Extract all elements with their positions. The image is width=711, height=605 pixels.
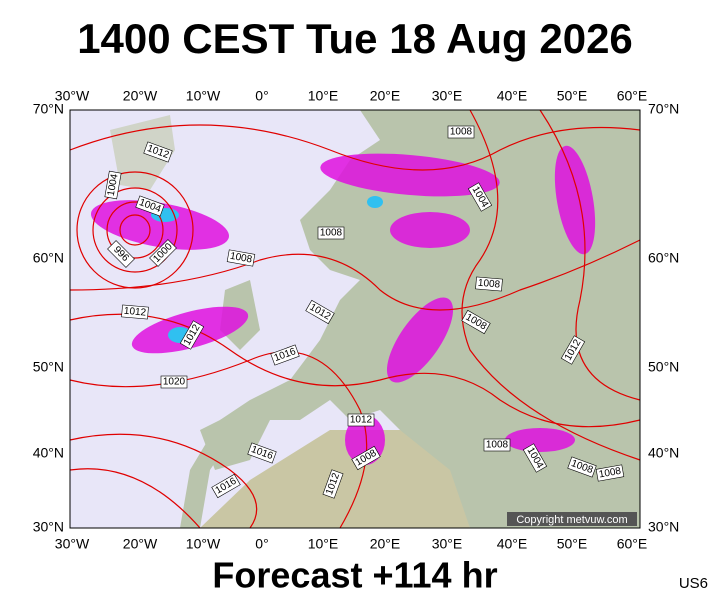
lon-label: 0° (255, 536, 268, 552)
map-area (69, 109, 641, 529)
lat-label: 70°N (648, 101, 679, 117)
isobar-label-box (270, 344, 300, 366)
isobar-label-box (322, 469, 344, 499)
isobar-label-box (595, 464, 625, 482)
isobar-label-box (475, 276, 503, 292)
isobar-label-box (483, 438, 511, 452)
lon-label: 30°E (432, 88, 463, 104)
isobar-label-box (447, 125, 475, 139)
isobar-label: 1008 (450, 127, 473, 138)
copyright-box (507, 512, 637, 526)
lat-label: 70°N (33, 101, 64, 117)
isobar-label-box (121, 304, 149, 320)
isobar-label: 1008 (598, 466, 622, 481)
isobar-label-box (226, 249, 256, 267)
isobar-label: 1008 (320, 228, 343, 239)
lat-label: 30°N (648, 519, 679, 535)
lon-label: 50°E (557, 88, 588, 104)
isobar-label: 1012 (350, 415, 373, 426)
title: 1400 CEST Tue 18 Aug 2026 (77, 15, 633, 62)
precipitation (90, 145, 596, 465)
lon-label: 40°E (497, 536, 528, 552)
isobar-label-box (347, 413, 375, 427)
lon-label: 30°W (55, 536, 90, 552)
isobar-label-box (351, 445, 381, 471)
lon-label: 40°E (497, 88, 528, 104)
lat-label: 50°N (648, 359, 679, 375)
isobar-label: 1004 (106, 173, 121, 197)
isobar-label: 1008 (229, 251, 253, 266)
isobar-label-box (467, 182, 493, 212)
lat-label: 60°N (648, 250, 679, 266)
lon-label: 60°E (617, 88, 648, 104)
copyright: Copyright metvuw.com (516, 514, 627, 526)
lon-label: 30°E (432, 536, 463, 552)
land (180, 110, 640, 528)
isobar-label-box (560, 335, 586, 365)
lon-label: 10°E (308, 536, 339, 552)
lon-label: 20°E (370, 536, 401, 552)
forecast-label: Forecast +114 hr (212, 555, 497, 596)
lon-label: 60°E (617, 536, 648, 552)
isobar-label: 1008 (486, 440, 509, 451)
lon-label: 10°E (308, 88, 339, 104)
lon-label: 20°W (123, 88, 158, 104)
isobar-label-box (179, 320, 205, 350)
isobar-label-box (211, 473, 241, 499)
lon-label: 10°W (186, 536, 221, 552)
lat-label: 50°N (33, 359, 64, 375)
lon-label: 50°E (557, 536, 588, 552)
isobar-label-box (104, 170, 122, 200)
map-frame (69, 109, 641, 529)
lon-label: 20°W (123, 536, 158, 552)
isobar-label-box (107, 240, 135, 268)
lat-label: 40°N (648, 445, 679, 461)
lat-label: 30°N (33, 519, 64, 535)
isobar-label-box (160, 375, 188, 389)
isobar-label: 1008 (477, 278, 501, 291)
isobar-label-box (305, 299, 335, 325)
isobar-label-box (135, 195, 165, 217)
lat-label: 40°N (33, 445, 64, 461)
isobar-label-box (567, 456, 597, 478)
isobar-label-box (522, 443, 548, 473)
lon-label: 30°W (55, 88, 90, 104)
lon-label: 0° (255, 88, 268, 104)
lon-label: 10°W (186, 88, 221, 104)
isobar-label-box (247, 442, 277, 464)
isobar-label: 1020 (163, 377, 186, 388)
lat-label: 60°N (33, 250, 64, 266)
land (110, 115, 175, 190)
isobar-label-box (461, 309, 491, 335)
model-code: US6 (679, 575, 708, 592)
isobar-label-box (317, 226, 345, 240)
isobar-label-box (149, 239, 177, 267)
isobar-label: 1012 (123, 306, 147, 319)
isobar-label-box (143, 141, 173, 163)
lon-label: 20°E (370, 88, 401, 104)
